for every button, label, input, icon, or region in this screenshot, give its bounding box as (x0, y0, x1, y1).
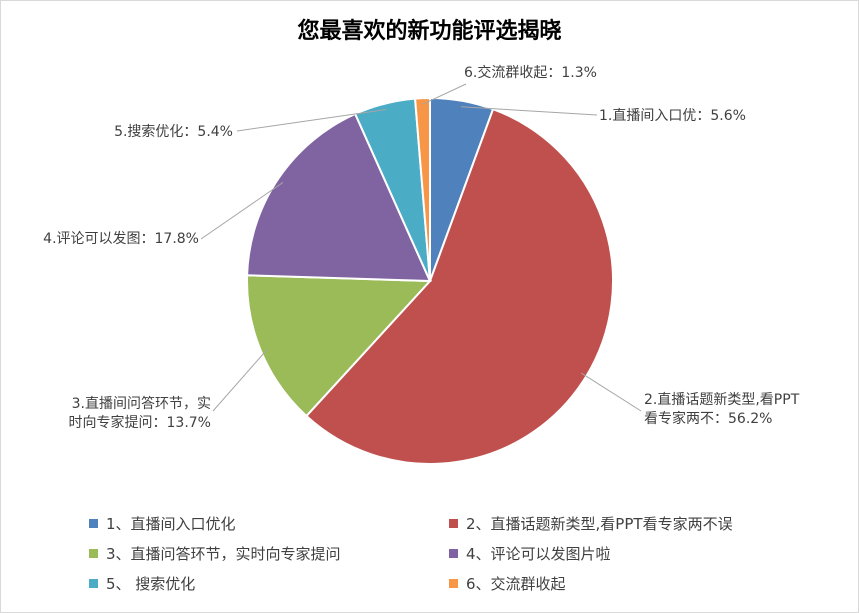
leader-line-1 (460, 106, 598, 116)
data-label-2: 2.直播话题新类型,看PPT 看专家两不：56.2% (644, 391, 800, 427)
data-label-1: 1.直播间入口优：5.6% (599, 107, 746, 124)
data-label-5: 5.搜索优化：5.4% (114, 123, 233, 140)
legend-item-2: 2、直播话题新类型,看PPT看专家两不误 (449, 513, 809, 533)
leader-line-4 (200, 182, 284, 240)
legend-swatch-5 (89, 578, 98, 588)
legend-label-5: 5、 搜索优化 (106, 574, 196, 593)
pie-slice-4 (246, 112, 432, 283)
data-label-6: 6.交流群收起：1.3% (464, 64, 597, 81)
pie-chart: 1.直播间入口优：5.6% 2.直播话题新类型,看PPT 看专家两不：56.2% 3.… (43, 64, 800, 465)
legend-swatch-2 (449, 518, 458, 528)
data-label-4: 4.评论可以发图：17.8% (43, 231, 199, 247)
pie-slice-3 (246, 274, 433, 418)
leader-line-3 (212, 349, 268, 412)
data-label-3: 3.直播间问答环节，实时向专家提问：13.7% (69, 395, 211, 431)
leader-line-6 (422, 83, 467, 105)
legend-label-3: 3、直播问答环节，实时向专家提问 (106, 544, 341, 563)
legend-swatch-1 (89, 518, 98, 528)
legend-item-4: 4、评论可以发图片啦 (449, 543, 809, 563)
legend-label-6: 6、交流群收起 (466, 574, 566, 593)
leader-line-2 (580, 372, 642, 412)
legend-item-6: 6、交流群收起 (449, 573, 809, 593)
legend-swatch-6 (449, 578, 458, 588)
legend-label-1: 1、直播间入口优化 (106, 514, 236, 533)
legend-swatch-4 (449, 548, 458, 558)
legend-label-4: 4、评论可以发图片啦 (466, 544, 611, 563)
legend-label-2: 2、直播话题新类型,看PPT看专家两不误 (466, 514, 733, 533)
pie-slice-6 (413, 96, 431, 282)
chart-title: 您最喜欢的新功能评选揭晓 (297, 19, 562, 44)
legend: 1、直播间入口优化 2、直播话题新类型,看PPT看专家两不误 3、直播问答环节，… (89, 513, 829, 593)
legend-item-3: 3、直播问答环节，实时向专家提问 (89, 543, 449, 563)
legend-swatch-3 (89, 548, 98, 558)
legend-item-1: 1、直播间入口优化 (89, 513, 449, 533)
leader-line-5 (236, 109, 387, 132)
legend-item-5: 5、 搜索优化 (89, 573, 449, 593)
